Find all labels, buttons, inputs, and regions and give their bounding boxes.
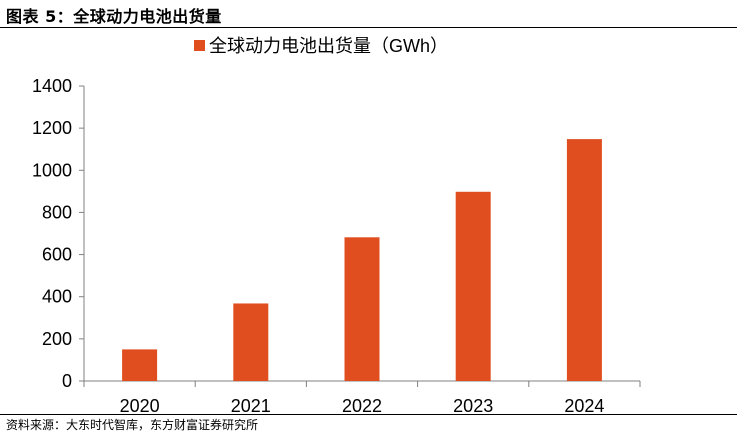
- x-tick-label: 2024: [564, 396, 604, 414]
- x-tick-label: 2021: [231, 396, 271, 414]
- bar-chart: 全球动力电池出货量（GWh） 0 200 400 600 800 1000 1200 1400…: [32, 36, 641, 414]
- bars: [122, 139, 602, 381]
- x-tick-label: 2020: [120, 396, 160, 414]
- y-tick-label: 1200: [32, 118, 72, 138]
- y-tick-label: 200: [42, 329, 72, 349]
- legend-swatch: [194, 40, 205, 51]
- x-axis: 2020 2021 2022 2023 2024: [83, 380, 641, 414]
- y-axis: 0 200 400 600 800 1000 1200 1400: [32, 76, 85, 391]
- y-tick-label: 0: [62, 371, 72, 391]
- bar-2020: [122, 349, 158, 381]
- legend-label: 全球动力电池出货量（GWh）: [209, 36, 448, 56]
- legend: 全球动力电池出货量（GWh）: [194, 36, 448, 56]
- y-tick-label: 800: [42, 202, 72, 222]
- bar-2023: [455, 191, 491, 381]
- bar-2021: [233, 303, 269, 381]
- figure-title: 图表 5：全球动力电池出货量: [6, 7, 222, 26]
- x-tick-label: 2022: [342, 396, 382, 414]
- x-tick-label: 2023: [453, 396, 493, 414]
- bottom-rule: [0, 414, 737, 415]
- y-tick-label: 400: [42, 287, 72, 307]
- source-note: 资料来源：大东时代智库，东方财富证券研究所: [6, 418, 259, 432]
- bar-2022: [344, 237, 380, 381]
- y-tick-label: 1400: [32, 76, 72, 96]
- bar-2024: [566, 139, 602, 381]
- y-tick-label: 1000: [32, 160, 72, 180]
- top-rule: [0, 27, 737, 28]
- y-tick-label: 600: [42, 245, 72, 265]
